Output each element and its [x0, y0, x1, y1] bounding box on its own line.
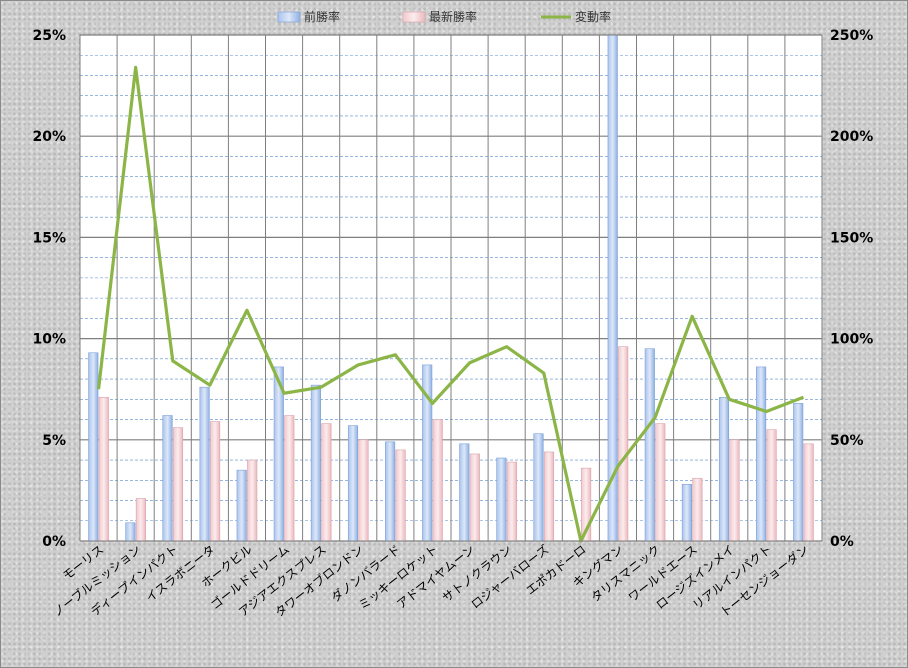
bar-prev-win-rate	[162, 415, 173, 542]
bar-prev-win-rate	[718, 396, 730, 542]
legend-swatch-prev	[277, 11, 301, 23]
bar-latest-win-rate	[321, 423, 332, 542]
bar-prev-win-rate	[88, 352, 99, 542]
bar-prev-win-rate	[347, 425, 359, 542]
bar-prev-win-rate	[236, 469, 247, 542]
bar-latest-win-rate	[358, 439, 369, 542]
y-right-tick-label: 100%	[830, 332, 873, 348]
y-right-tick-label: 50%	[830, 433, 864, 449]
y-right-tick-label: 200%	[830, 129, 873, 145]
bar-latest-win-rate	[803, 443, 814, 542]
y-left-tick-label: 10%	[32, 332, 66, 348]
bar-latest-win-rate	[692, 477, 703, 542]
bar-latest-win-rate	[98, 396, 109, 542]
bar-prev-win-rate	[533, 433, 544, 542]
line-change-rate	[96, 65, 805, 543]
y-right-tick-label: 250%	[830, 28, 873, 44]
bar-prev-win-rate	[756, 366, 767, 542]
y-left-tick-label: 25%	[32, 28, 66, 44]
bar-prev-win-rate	[385, 441, 396, 542]
bar-latest-win-rate	[210, 421, 221, 542]
y-left-tick-label: 20%	[32, 129, 66, 145]
legend-swatch-latest	[402, 11, 426, 23]
bar-latest-win-rate	[395, 449, 406, 542]
bar-prev-win-rate	[644, 348, 655, 542]
bar-prev-win-rate	[681, 484, 692, 542]
bar-latest-win-rate	[655, 423, 666, 542]
bar-latest-win-rate	[247, 459, 258, 542]
bar-prev-win-rate	[459, 443, 470, 542]
plot-border	[79, 34, 823, 542]
y-right-tick-label: 150%	[830, 230, 873, 246]
bar-prev-win-rate	[199, 386, 210, 542]
legend-label: 最新勝率	[429, 9, 477, 24]
bar-latest-win-rate	[506, 461, 517, 542]
y-left-tick-label: 5%	[42, 433, 66, 449]
bar-prev-win-rate	[310, 384, 321, 542]
bar-prev-win-rate	[496, 457, 507, 542]
bar-latest-win-rate	[172, 427, 184, 542]
y-right-tick-label: 0%	[830, 534, 854, 550]
bar-latest-win-rate	[729, 439, 740, 542]
bar-latest-win-rate	[135, 498, 146, 542]
bar-prev-win-rate	[125, 522, 136, 542]
bar-latest-win-rate	[284, 415, 295, 542]
legend-label: 変動率	[575, 9, 611, 24]
bar-latest-win-rate	[618, 346, 629, 542]
bar-prev-win-rate	[793, 403, 804, 542]
bar-latest-win-rate	[766, 429, 777, 542]
bar-latest-win-rate	[469, 453, 480, 542]
y-left-tick-label: 0%	[42, 534, 66, 550]
y-left-tick-label: 15%	[32, 230, 66, 246]
bar-latest-win-rate	[432, 419, 443, 542]
legend-label: 前勝率	[304, 9, 340, 24]
bar-prev-win-rate	[607, 34, 618, 542]
bar-latest-win-rate	[543, 451, 555, 542]
bar-prev-win-rate	[273, 366, 284, 542]
